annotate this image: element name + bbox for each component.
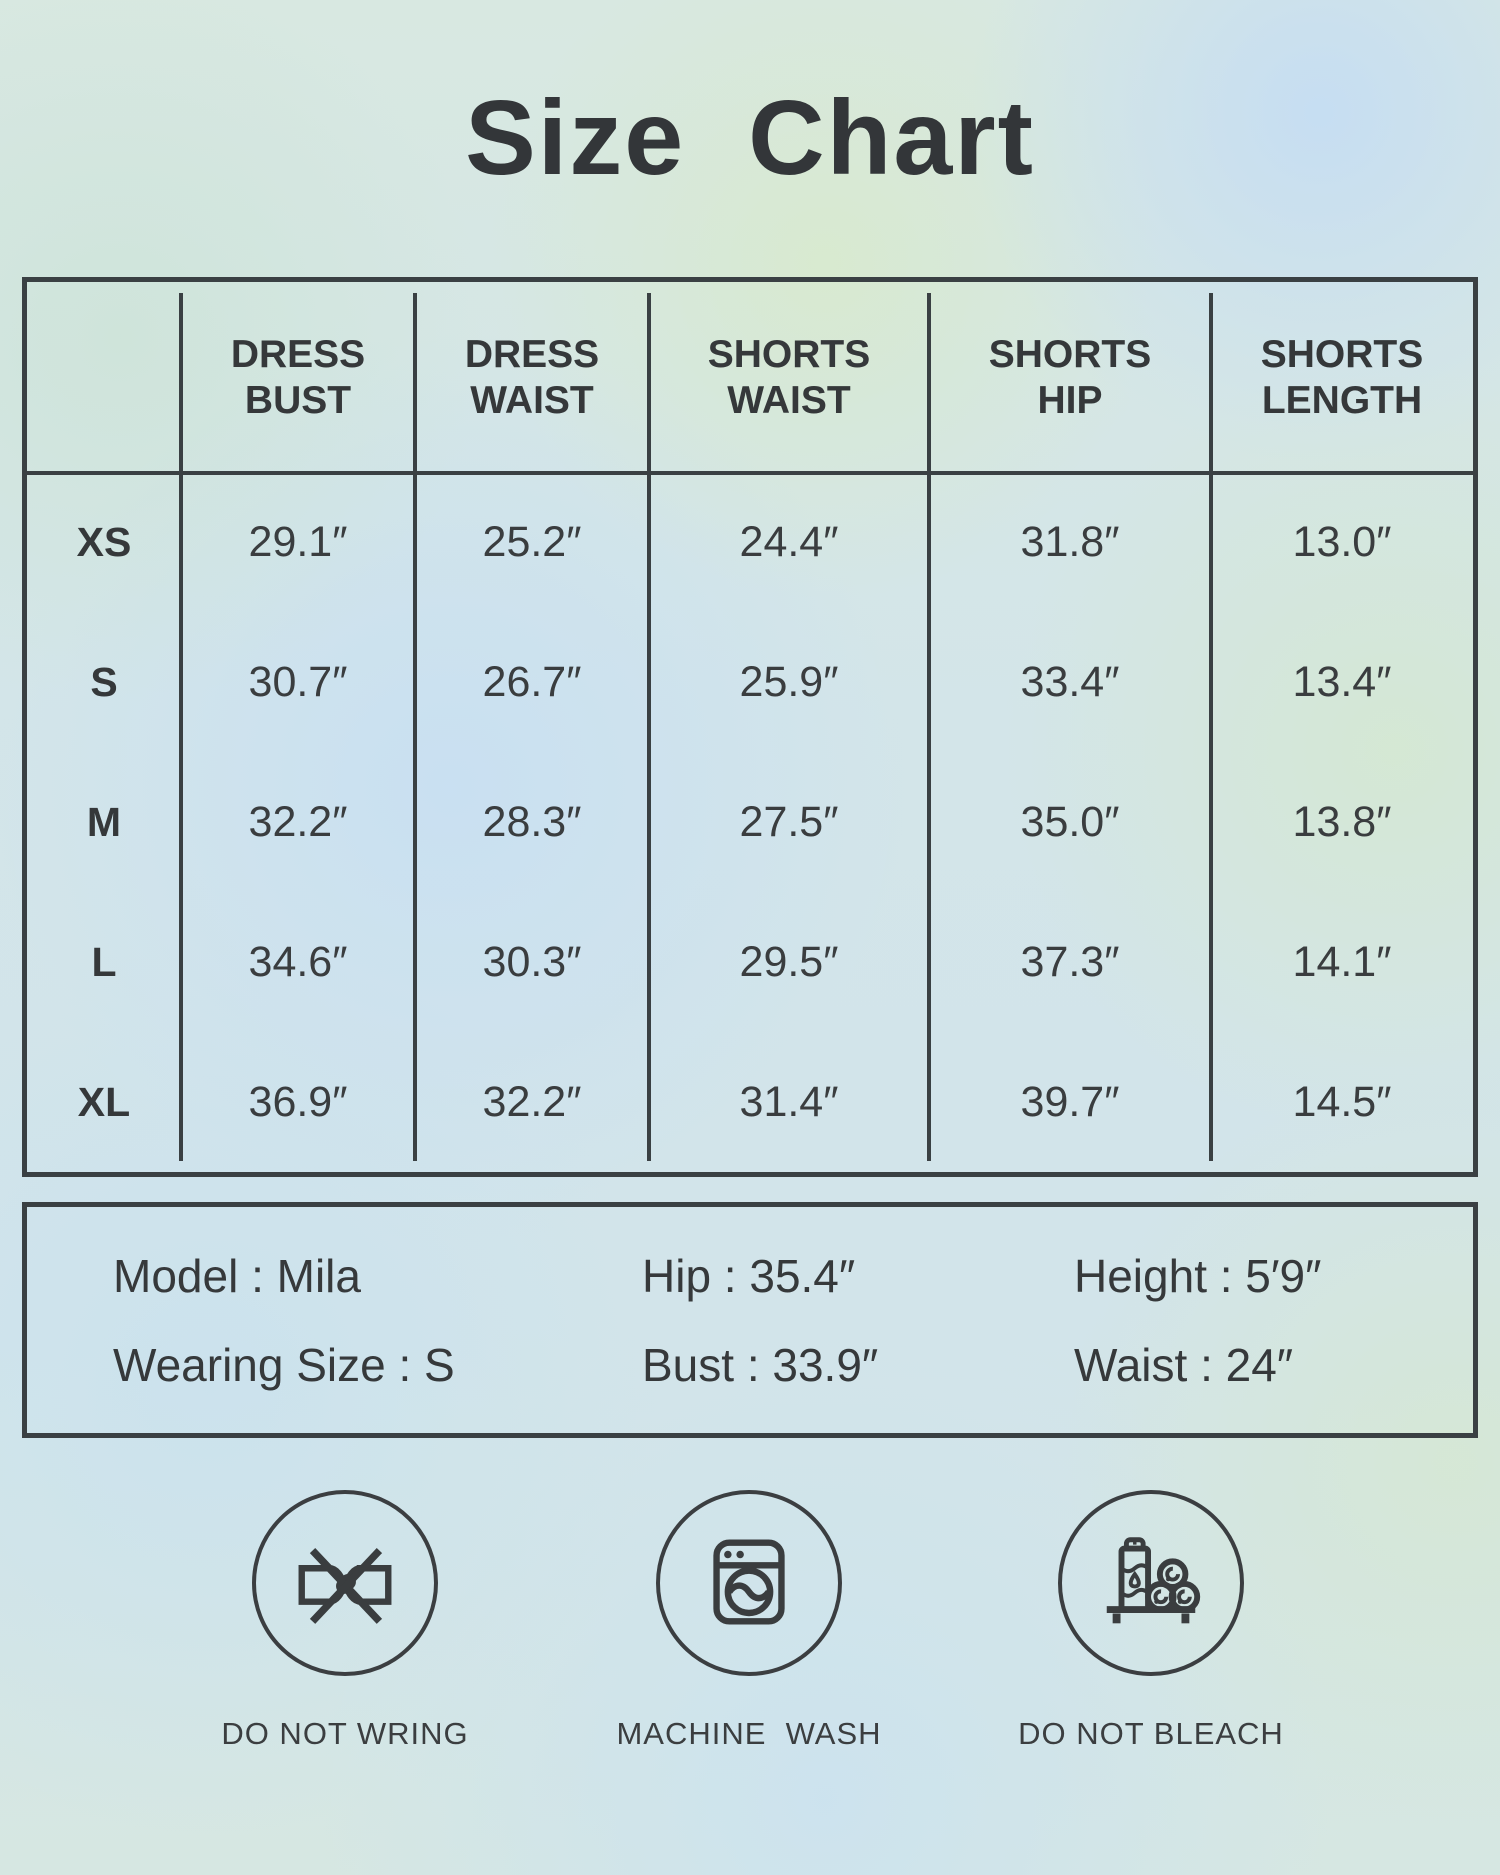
care-circle (1058, 1490, 1244, 1676)
care-label: DO NOT BLEACH (1018, 1716, 1284, 1751)
table-cell: 14.1″ (1292, 937, 1392, 986)
care-label: DO NOT WRING (221, 1716, 469, 1751)
table-cell: 30.7″ (248, 658, 348, 707)
page-title: Size Chart (465, 79, 1035, 197)
table-cell: 13.4″ (1292, 658, 1392, 707)
column-divider (413, 293, 417, 1161)
row-label-xl: XL (77, 1078, 131, 1125)
column-header-dress-waist: DRESS WAIST (464, 333, 600, 422)
table-cell: 13.8″ (1292, 797, 1392, 846)
table-cell: 32.2″ (248, 797, 348, 846)
care-label: MACHINE WASH (616, 1716, 882, 1751)
table-cell: 25.9″ (739, 658, 839, 707)
table-cell: 31.4″ (739, 1077, 839, 1126)
table-corner-cell (27, 282, 181, 473)
table-cell: 32.2″ (482, 1077, 582, 1126)
table-cell: 36.9″ (248, 1077, 348, 1126)
row-label-s: S (90, 659, 118, 706)
row-label-l: L (91, 938, 117, 985)
table-cell: 31.8″ (1020, 518, 1120, 567)
table-cell: 35.0″ (1020, 797, 1120, 846)
do-not-wring-icon (298, 1548, 392, 1624)
table-cell: 29.1″ (248, 518, 348, 567)
table-cell: 30.3″ (482, 937, 582, 986)
table-cell: 14.5″ (1292, 1077, 1392, 1126)
size-table: DRESS BUST DRESS WAIST SHORTS WAIST SHOR… (22, 277, 1478, 1177)
table-cell: 25.2″ (482, 518, 582, 567)
model-name: Model : Mila (113, 1249, 361, 1302)
table-cell: 33.4″ (1020, 658, 1120, 707)
model-bust: Bust : 33.9″ (642, 1338, 879, 1391)
table-cell: 28.3″ (482, 797, 582, 846)
column-divider (647, 293, 651, 1161)
table-cell: 13.0″ (1292, 518, 1392, 567)
table-cell: 26.7″ (482, 658, 582, 707)
model-height: Height : 5′9″ (1074, 1249, 1322, 1302)
column-header-shorts-length: SHORTS LENGTH (1260, 333, 1424, 422)
machine-wash-icon (713, 1539, 785, 1625)
column-header-shorts-hip: SHORTS HIP (988, 333, 1152, 422)
column-header-shorts-waist: SHORTS WAIST (707, 333, 871, 422)
column-divider (179, 293, 183, 1161)
care-item-machine-wash: MACHINE WASH (589, 1490, 909, 1752)
column-header-dress-bust: DRESS BUST (230, 333, 366, 422)
column-divider (927, 293, 931, 1161)
do-not-bleach-icon (1106, 1537, 1201, 1624)
table-cell: 39.7″ (1020, 1077, 1120, 1126)
header-divider (27, 471, 1473, 475)
table-cell: 34.6″ (248, 937, 348, 986)
model-hip: Hip : 35.4″ (642, 1249, 856, 1302)
row-label-xs: XS (76, 519, 132, 566)
table-cell: 29.5″ (739, 937, 839, 986)
row-label-m: M (86, 798, 122, 845)
table-cell: 37.3″ (1020, 937, 1120, 986)
size-table-grid: DRESS BUST DRESS WAIST SHORTS WAIST SHOR… (27, 282, 1473, 1172)
column-divider (1209, 293, 1213, 1161)
model-info-box: Model : Mila Wearing Size : S Hip : 35.4… (22, 1202, 1478, 1438)
model-wearing-size: Wearing Size : S (113, 1338, 455, 1391)
care-circle (252, 1490, 438, 1676)
model-waist: Waist : 24″ (1074, 1338, 1294, 1391)
care-item-do-not-wring: DO NOT WRING (185, 1490, 505, 1752)
care-item-do-not-bleach: DO NOT BLEACH (991, 1490, 1311, 1752)
table-cell: 27.5″ (739, 797, 839, 846)
care-circle (656, 1490, 842, 1676)
table-cell: 24.4″ (739, 518, 839, 567)
